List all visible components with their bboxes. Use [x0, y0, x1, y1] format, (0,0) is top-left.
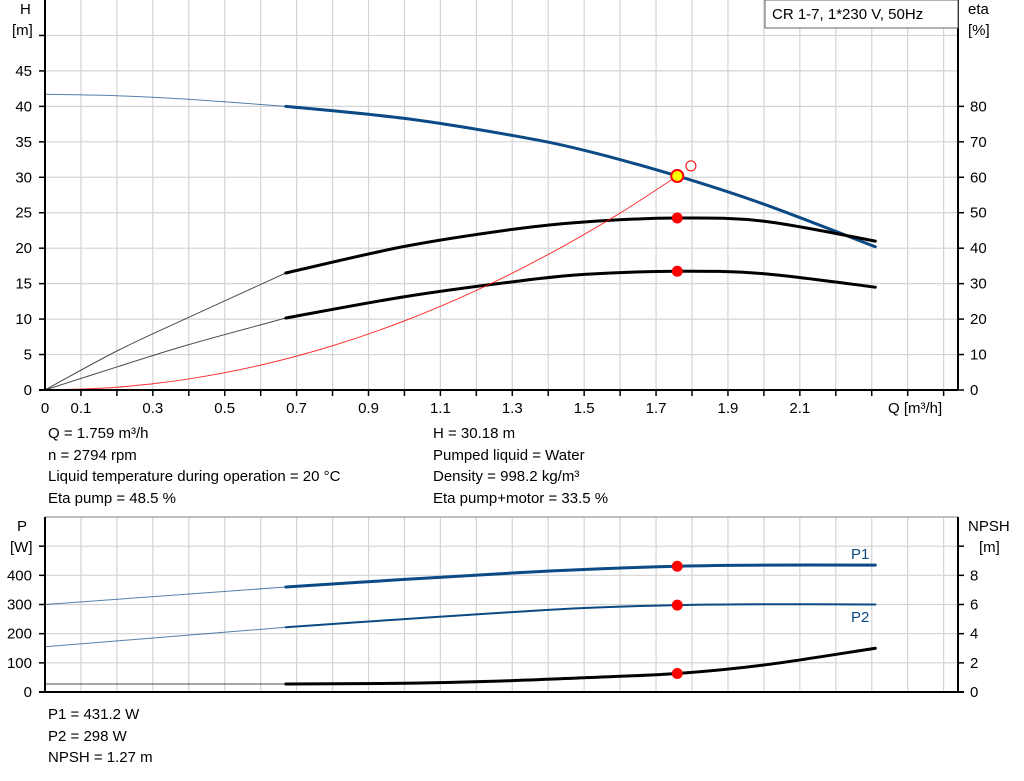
h-axis-unit: [m] [12, 22, 33, 39]
curve-H-thin [44, 93, 286, 107]
legend-p1: P1 [851, 546, 869, 563]
info-density: Density = 998.2 kg/m³ [433, 468, 580, 485]
p-tick-label: 300 [7, 597, 32, 614]
q-axis-label: Q [m³/h] [888, 400, 942, 417]
npsh-tick-label: 4 [970, 626, 978, 643]
curve-eta_pump_motor [284, 269, 877, 320]
eta-tick-label: 40 [970, 240, 987, 257]
q-tick-label: 1.9 [718, 400, 739, 417]
p-axis-label: P [17, 518, 27, 535]
open-marker [685, 160, 697, 172]
curve-eta_pump_motor-thin [44, 317, 286, 391]
q-tick-label: 1.7 [646, 400, 667, 417]
q-tick-label: 0.7 [286, 400, 307, 417]
curve-P2-thin [44, 626, 286, 648]
title-box-text: CR 1-7, 1*230 V, 50Hz [772, 6, 923, 23]
info-top-left: Q = 1.759 m³/h n = 2794 rpm Liquid tempe… [48, 423, 340, 509]
h-axis-label: H [20, 1, 31, 18]
p-axis-unit: [W] [10, 539, 33, 556]
p-tick-label: 400 [7, 567, 32, 584]
eta-pump-motor-marker [671, 265, 683, 277]
eta-axis-label: eta [968, 1, 990, 18]
info-eta-pump: Eta pump = 48.5 % [48, 489, 176, 507]
info-eta-pump-motor: Eta pump+motor = 33.5 % [433, 489, 609, 507]
eta-tick-label: 0 [970, 382, 978, 399]
curve-eta_pump-thin [44, 272, 287, 391]
info-q: Q = 1.759 m³/h [48, 425, 149, 442]
q-tick-label: 0.1 [71, 400, 92, 417]
curve-H [284, 104, 877, 249]
bottom-chart-grid [45, 516, 958, 692]
q-tick-label: 0.3 [142, 400, 163, 417]
curve-P1 [284, 563, 877, 589]
curve-NPSH [284, 646, 877, 686]
info-p2: P2 = 298 W [48, 727, 127, 745]
info-top-right: H = 30.18 m Pumped liquid = Water Densit… [433, 423, 608, 509]
legend-p2: P2 [851, 609, 869, 626]
h-tick-label: 30 [15, 169, 32, 186]
info-liquid: Pumped liquid = Water [433, 446, 585, 464]
q-tick-label: 0.5 [214, 400, 235, 417]
curve-eta_pump [284, 216, 877, 275]
q-tick-label: 1.3 [502, 400, 523, 417]
q-tick-label: 1.1 [430, 400, 451, 417]
q-tick-label: 0.9 [358, 400, 379, 417]
eta-tick-label: 10 [970, 347, 987, 364]
p-tick-label: 0 [24, 684, 32, 701]
info-n: n = 2794 rpm [48, 446, 137, 464]
npsh-axis-label: NPSH [968, 518, 1010, 535]
info-npsh: NPSH = 1.27 m [48, 749, 153, 766]
h-tick-label: 20 [15, 240, 32, 257]
p2-marker [671, 599, 683, 611]
p-tick-label: 100 [7, 655, 32, 672]
eta-tick-label: 30 [970, 276, 987, 293]
curves [44, 93, 877, 686]
h-tick-label: 40 [15, 98, 32, 115]
h-tick-label: 5 [24, 347, 32, 364]
eta-tick-label: 20 [970, 311, 987, 328]
h-tick-label: 0 [24, 382, 32, 399]
npsh-axis-unit: [m] [979, 539, 1000, 556]
eta-pump-marker [671, 212, 683, 224]
npsh-marker [671, 667, 683, 679]
info-bottom: P1 = 431.2 W P2 = 298 W NPSH = 1.27 m [48, 704, 153, 769]
eta-tick-label: 80 [970, 98, 987, 115]
eta-tick-label: 70 [970, 134, 987, 151]
info-p1: P1 = 431.2 W [48, 706, 140, 723]
operating-point-marker [670, 168, 685, 183]
h-tick-label: 45 [15, 63, 32, 80]
h-tick-label: 25 [15, 205, 32, 222]
q-tick-label: 2.1 [789, 400, 810, 417]
h-tick-label: 15 [15, 276, 32, 293]
h-tick-label: 35 [15, 134, 32, 151]
info-h: H = 30.18 m [433, 425, 516, 442]
h-tick-label: 10 [15, 311, 32, 328]
curve-P2 [284, 603, 877, 629]
title-box: CR 1-7, 1*230 V, 50Hz [764, 0, 959, 29]
q-tick-label: 1.5 [574, 400, 595, 417]
npsh-tick-label: 8 [970, 567, 978, 584]
p1-marker [671, 560, 683, 572]
curve-system_curve [44, 175, 678, 391]
info-temperature: Liquid temperature during operation = 20… [48, 468, 341, 485]
eta-tick-label: 50 [970, 205, 987, 222]
title-box-frame [764, 0, 959, 29]
p-tick-label: 200 [7, 626, 32, 643]
top-chart-grid [45, 0, 958, 390]
curve-P1-thin [44, 586, 286, 605]
q-tick-label: 0 [41, 400, 49, 417]
eta-tick-label: 60 [970, 169, 987, 186]
npsh-tick-label: 2 [970, 655, 978, 672]
eta-axis-unit: [%] [968, 22, 990, 39]
npsh-tick-label: 0 [970, 684, 978, 701]
npsh-tick-label: 6 [970, 597, 978, 614]
